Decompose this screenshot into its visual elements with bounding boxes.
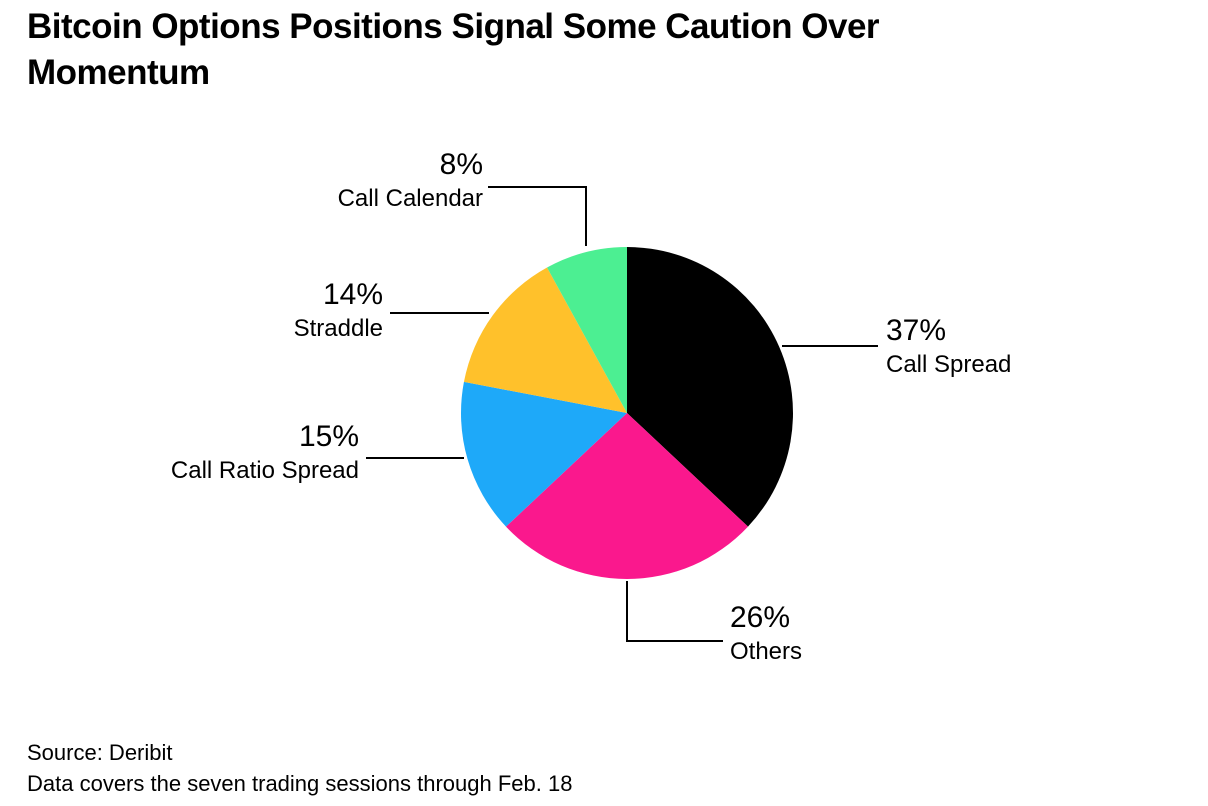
source-note: Source: Deribit Data covers the seven tr… bbox=[27, 737, 572, 799]
label-others: 26% Others bbox=[730, 599, 802, 667]
slice-percent-label: 15% bbox=[298, 420, 359, 453]
slice-percent-label: 37% bbox=[886, 314, 947, 347]
pie-slice-others bbox=[505, 413, 749, 579]
leader-line-call-calendar bbox=[488, 186, 587, 246]
label-call-ratio-spread: 15% Call Ratio Spread bbox=[171, 418, 359, 486]
pie-slices bbox=[460, 247, 793, 579]
slice-name-label: Straddle bbox=[293, 315, 383, 342]
label-call-spread: 37% Call Spread bbox=[886, 312, 1011, 380]
source-data-coverage-line: Data covers the seven trading sessions t… bbox=[27, 771, 573, 796]
chart-title: Bitcoin Options Positions Signal Some Ca… bbox=[27, 7, 880, 92]
slice-name-label: Call Spread bbox=[886, 351, 1012, 378]
slice-name-label: Call Ratio Spread bbox=[170, 457, 359, 484]
pie-slice-call-calendar bbox=[547, 247, 627, 413]
pie-slice-straddle bbox=[463, 267, 627, 413]
slice-name-label: Others bbox=[730, 638, 803, 665]
pie-slice-call-ratio-spread bbox=[460, 381, 627, 527]
slice-percent-label: 8% bbox=[439, 148, 483, 181]
slice-percent-label: 14% bbox=[322, 278, 383, 311]
pie-slice-call-spread bbox=[627, 247, 793, 527]
slice-percent-label: 26% bbox=[730, 601, 791, 634]
label-call-calendar: 8% Call Calendar bbox=[338, 146, 483, 214]
slice-name-label: Call Calendar bbox=[337, 185, 483, 212]
leader-line-others bbox=[626, 581, 723, 642]
source-line: Source: Deribit bbox=[27, 740, 173, 765]
label-straddle: 14% Straddle bbox=[294, 276, 383, 344]
